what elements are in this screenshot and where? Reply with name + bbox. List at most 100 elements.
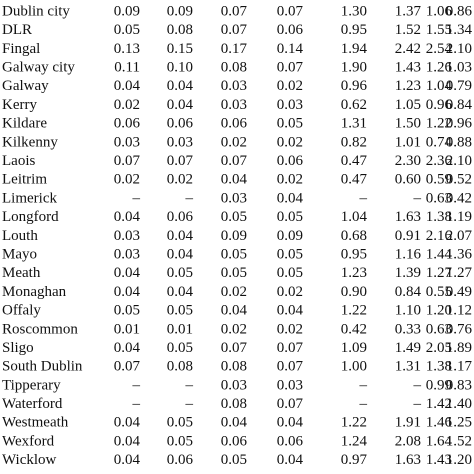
cell: 0.52 <box>446 172 472 188</box>
cell: 0.02 <box>221 134 247 150</box>
cell: 2.54 <box>426 41 453 57</box>
cell: 1.01 <box>395 134 421 150</box>
cell: 1.30 <box>341 3 367 19</box>
cell: 0.07 <box>114 359 141 375</box>
cell: 0.03 <box>114 134 140 150</box>
cell: 0.07 <box>114 153 141 169</box>
cell: 1.20 <box>426 303 452 319</box>
cell: 0.04 <box>114 415 141 431</box>
cell: 0.63 <box>426 321 452 337</box>
cell: 0.33 <box>395 321 421 337</box>
cell: 0.96 <box>446 116 473 132</box>
cell: 0.06 <box>167 452 194 468</box>
cell: 0.07 <box>277 340 304 356</box>
cell: 0.05 <box>167 265 193 281</box>
cell: 1.52 <box>395 22 421 38</box>
cell: 0.01 <box>167 321 193 337</box>
cell: 1.89 <box>446 340 472 356</box>
cell: 0.07 <box>277 359 304 375</box>
cell: 0.60 <box>395 172 421 188</box>
cell: 0.49 <box>446 284 472 300</box>
cell: 0.09 <box>167 3 193 19</box>
cell: – <box>185 377 194 393</box>
cell: 1.25 <box>446 415 472 431</box>
cell: 0.09 <box>277 228 303 244</box>
cell: 1.55 <box>426 22 452 38</box>
cell: 0.42 <box>446 190 472 206</box>
row-label: Westmeath <box>2 415 69 431</box>
cell: 0.63 <box>426 190 452 206</box>
row-label: Fingal <box>2 41 40 57</box>
cell: 0.02 <box>114 172 140 188</box>
cell: 0.04 <box>277 190 304 206</box>
cell: 0.05 <box>167 340 193 356</box>
cell: 2.05 <box>426 340 452 356</box>
cell: 0.83 <box>446 377 472 393</box>
cell: 0.62 <box>341 97 367 113</box>
cell: 1.94 <box>341 41 368 57</box>
cell: 0.11 <box>114 60 140 76</box>
cell: 0.02 <box>277 134 303 150</box>
cell: 1.40 <box>446 396 472 412</box>
cell: 0.04 <box>114 265 141 281</box>
cell: 0.06 <box>277 22 304 38</box>
cell: 0.08 <box>221 359 247 375</box>
cell: 0.05 <box>277 265 303 281</box>
cell: 0.09 <box>114 3 140 19</box>
cell: 0.05 <box>221 246 247 262</box>
cell: 2.10 <box>446 153 472 169</box>
cell: 1.20 <box>446 452 472 468</box>
cell: 2.08 <box>395 433 421 449</box>
cell: 1.38 <box>426 209 452 225</box>
cell: – <box>132 396 141 412</box>
cell: 0.04 <box>277 415 304 431</box>
cell: 0.90 <box>341 284 367 300</box>
cell: 0.42 <box>341 321 367 337</box>
cell: 1.04 <box>426 78 453 94</box>
cell: 0.06 <box>221 433 248 449</box>
cell: 1.23 <box>341 265 367 281</box>
row-label: Laois <box>2 153 35 169</box>
cell: 0.02 <box>277 321 303 337</box>
cell: 0.08 <box>221 396 247 412</box>
cell: 1.38 <box>426 359 452 375</box>
cell: 1.03 <box>446 60 472 76</box>
row-label: Wexford <box>2 433 55 449</box>
cell: 0.04 <box>277 452 304 468</box>
cell: 1.22 <box>341 415 367 431</box>
cell: 1.50 <box>395 116 421 132</box>
cell: 0.04 <box>114 433 141 449</box>
cell: 0.74 <box>426 134 453 150</box>
row-label: Limerick <box>2 190 57 206</box>
cell: 0.04 <box>167 228 194 244</box>
cell: 0.04 <box>167 284 194 300</box>
cell: 0.68 <box>341 228 367 244</box>
cell: 1.09 <box>341 340 367 356</box>
cell: 0.13 <box>114 41 140 57</box>
cell: 0.55 <box>426 284 452 300</box>
cell: 0.02 <box>221 284 247 300</box>
cell: 0.07 <box>277 60 304 76</box>
cell: 0.04 <box>221 415 248 431</box>
cell: 0.47 <box>341 153 368 169</box>
cell: 0.03 <box>221 78 247 94</box>
cell: 1.06 <box>426 3 453 19</box>
row-label: Longford <box>2 209 59 225</box>
cell: 0.07 <box>277 3 304 19</box>
cell: 2.36 <box>426 153 453 169</box>
cell: 0.96 <box>426 97 453 113</box>
cell: 0.03 <box>277 97 303 113</box>
cell: 1.12 <box>446 303 472 319</box>
cell: 0.84 <box>446 97 473 113</box>
cell: 1.39 <box>395 265 421 281</box>
cell: 0.07 <box>221 340 248 356</box>
cell: – <box>359 377 368 393</box>
row-label: Roscommon <box>2 321 78 337</box>
cell: 1.46 <box>426 415 453 431</box>
cell: 0.05 <box>277 116 303 132</box>
cell: 1.31 <box>341 116 367 132</box>
cell: 0.06 <box>114 116 141 132</box>
cell: 0.04 <box>114 78 141 94</box>
cell: 0.04 <box>167 246 194 262</box>
